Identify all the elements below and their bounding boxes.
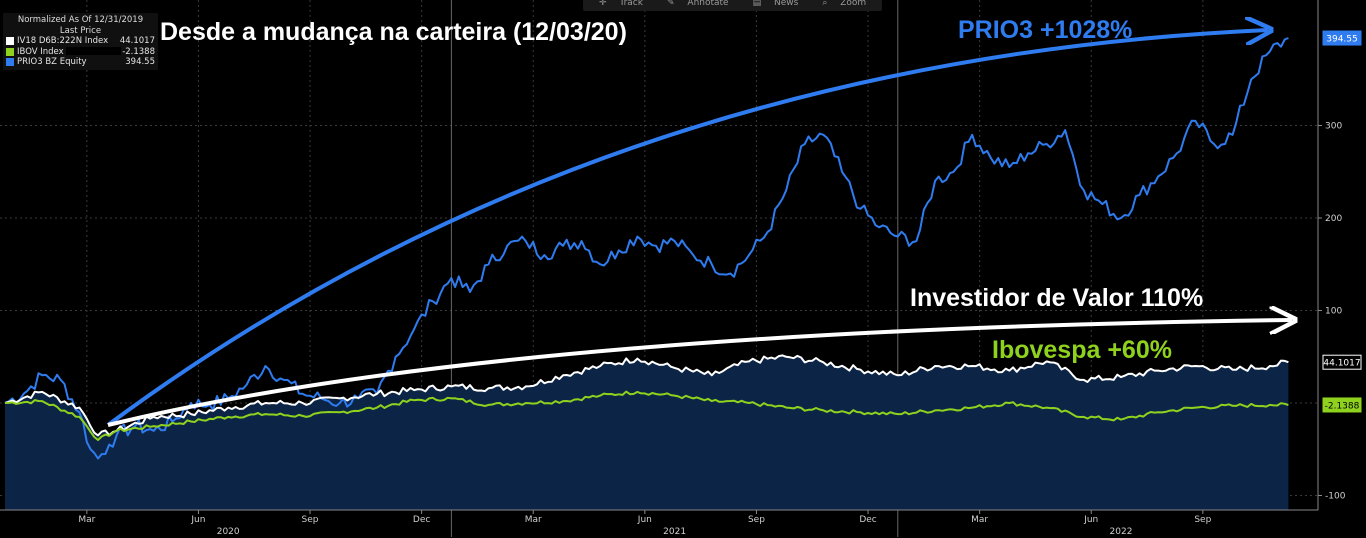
legend-item-ibov[interactable]: IBOV Index -2.1388 bbox=[6, 47, 155, 58]
prio-arrow bbox=[106, 30, 1268, 427]
last-price-tag: 394.55 bbox=[1322, 30, 1362, 46]
legend-swatch-prio bbox=[6, 58, 14, 67]
legend-value-prio: 394.55 bbox=[125, 57, 155, 67]
legend-title: Normalized As Of 12/31/2019 bbox=[17, 15, 144, 25]
last-price-tag: 44.1017 bbox=[1322, 354, 1362, 370]
toolbar-news[interactable]: ▤ News bbox=[743, 0, 809, 11]
y-tick-label: 300 bbox=[1325, 122, 1342, 132]
series-line-ibov bbox=[4, 390, 1289, 441]
last-price-label: 394.55 bbox=[1326, 35, 1358, 45]
legend-name-ibov: IBOV Index bbox=[17, 47, 122, 58]
legend-value-iv: 44.1017 bbox=[119, 36, 155, 46]
x-year-label: 2021 bbox=[663, 527, 686, 537]
pencil-icon: ✎ bbox=[666, 0, 675, 8]
chart-toolbar: ✛ Track ✎ Annotate ▤ News ⌕ Zoom bbox=[583, 0, 883, 11]
x-tick-label: Mar bbox=[971, 515, 988, 525]
x-year-label: 2020 bbox=[217, 527, 240, 537]
x-tick-label: Sep bbox=[748, 515, 765, 525]
x-tick-label: Mar bbox=[78, 515, 95, 525]
series-line-iv18 bbox=[4, 354, 1289, 437]
magnifier-icon: ⌕ bbox=[822, 0, 828, 8]
y-tick-label: -100 bbox=[1325, 492, 1346, 502]
news-icon: ▤ bbox=[752, 0, 762, 8]
x-tick-label: Jun bbox=[190, 515, 205, 525]
x-tick-label: Jun bbox=[637, 515, 652, 525]
x-tick-label: Sep bbox=[302, 515, 319, 525]
legend-value-ibov: -2.1388 bbox=[122, 46, 155, 57]
legend-swatch-iv bbox=[6, 37, 14, 46]
chart-title: Desde a mudança na carteira (12/03/20) bbox=[160, 18, 627, 46]
legend-swatch-ibov bbox=[6, 47, 14, 56]
chart-legend: Normalized As Of 12/31/2019 Last Price I… bbox=[3, 13, 158, 70]
last-price-label: 44.1017 bbox=[1323, 359, 1360, 369]
toolbar-annotate[interactable]: ✎ Annotate bbox=[657, 0, 739, 11]
y-tick-label: 100 bbox=[1325, 307, 1342, 317]
legend-item-prio[interactable]: PRIO3 BZ Equity 394.55 bbox=[6, 57, 155, 68]
x-year-label: 2022 bbox=[1110, 527, 1133, 537]
legend-subtitle: Last Price bbox=[59, 25, 102, 36]
ibov-annotation: Ibovespa +60% bbox=[992, 336, 1172, 364]
legend-item-iv[interactable]: IV18 D6B:222N Index 44.1017 bbox=[6, 36, 155, 47]
crosshair-icon: ✛ bbox=[599, 0, 607, 8]
legend-name-prio: PRIO3 BZ Equity bbox=[17, 57, 87, 67]
redaction-bar bbox=[65, 47, 121, 55]
last-price-tag: -2.1388 bbox=[1322, 397, 1362, 413]
toolbar-zoom[interactable]: ⌕ Zoom bbox=[812, 0, 876, 11]
toolbar-track[interactable]: ✛ Track bbox=[589, 0, 653, 11]
last-price-label: -2.1388 bbox=[1325, 401, 1360, 411]
x-tick-label: Sep bbox=[1194, 515, 1211, 525]
iv-arrow bbox=[107, 320, 1292, 427]
iv-area-fill bbox=[5, 355, 1289, 510]
iv-annotation: Investidor de Valor 110% bbox=[910, 284, 1203, 312]
legend-name-iv: IV18 D6B:222N Index bbox=[17, 36, 109, 46]
x-tick-label: Dec bbox=[859, 515, 876, 525]
prio-annotation: PRIO3 +1028% bbox=[958, 16, 1132, 44]
x-tick-label: Dec bbox=[413, 515, 430, 525]
x-tick-label: Mar bbox=[525, 515, 542, 525]
x-tick-label: Jun bbox=[1083, 515, 1098, 525]
y-tick-label: 200 bbox=[1325, 214, 1342, 224]
